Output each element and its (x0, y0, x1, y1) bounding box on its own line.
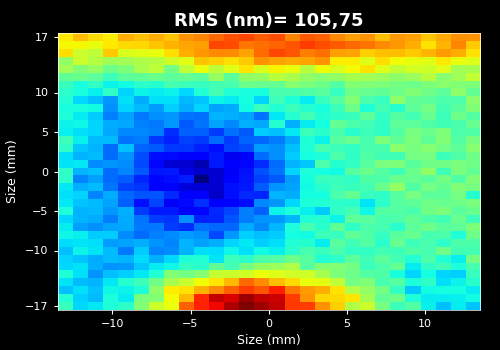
X-axis label: Size (mm): Size (mm) (237, 334, 300, 347)
Title: RMS (nm)= 105,75: RMS (nm)= 105,75 (174, 12, 364, 30)
Y-axis label: Size (mm): Size (mm) (6, 140, 20, 203)
